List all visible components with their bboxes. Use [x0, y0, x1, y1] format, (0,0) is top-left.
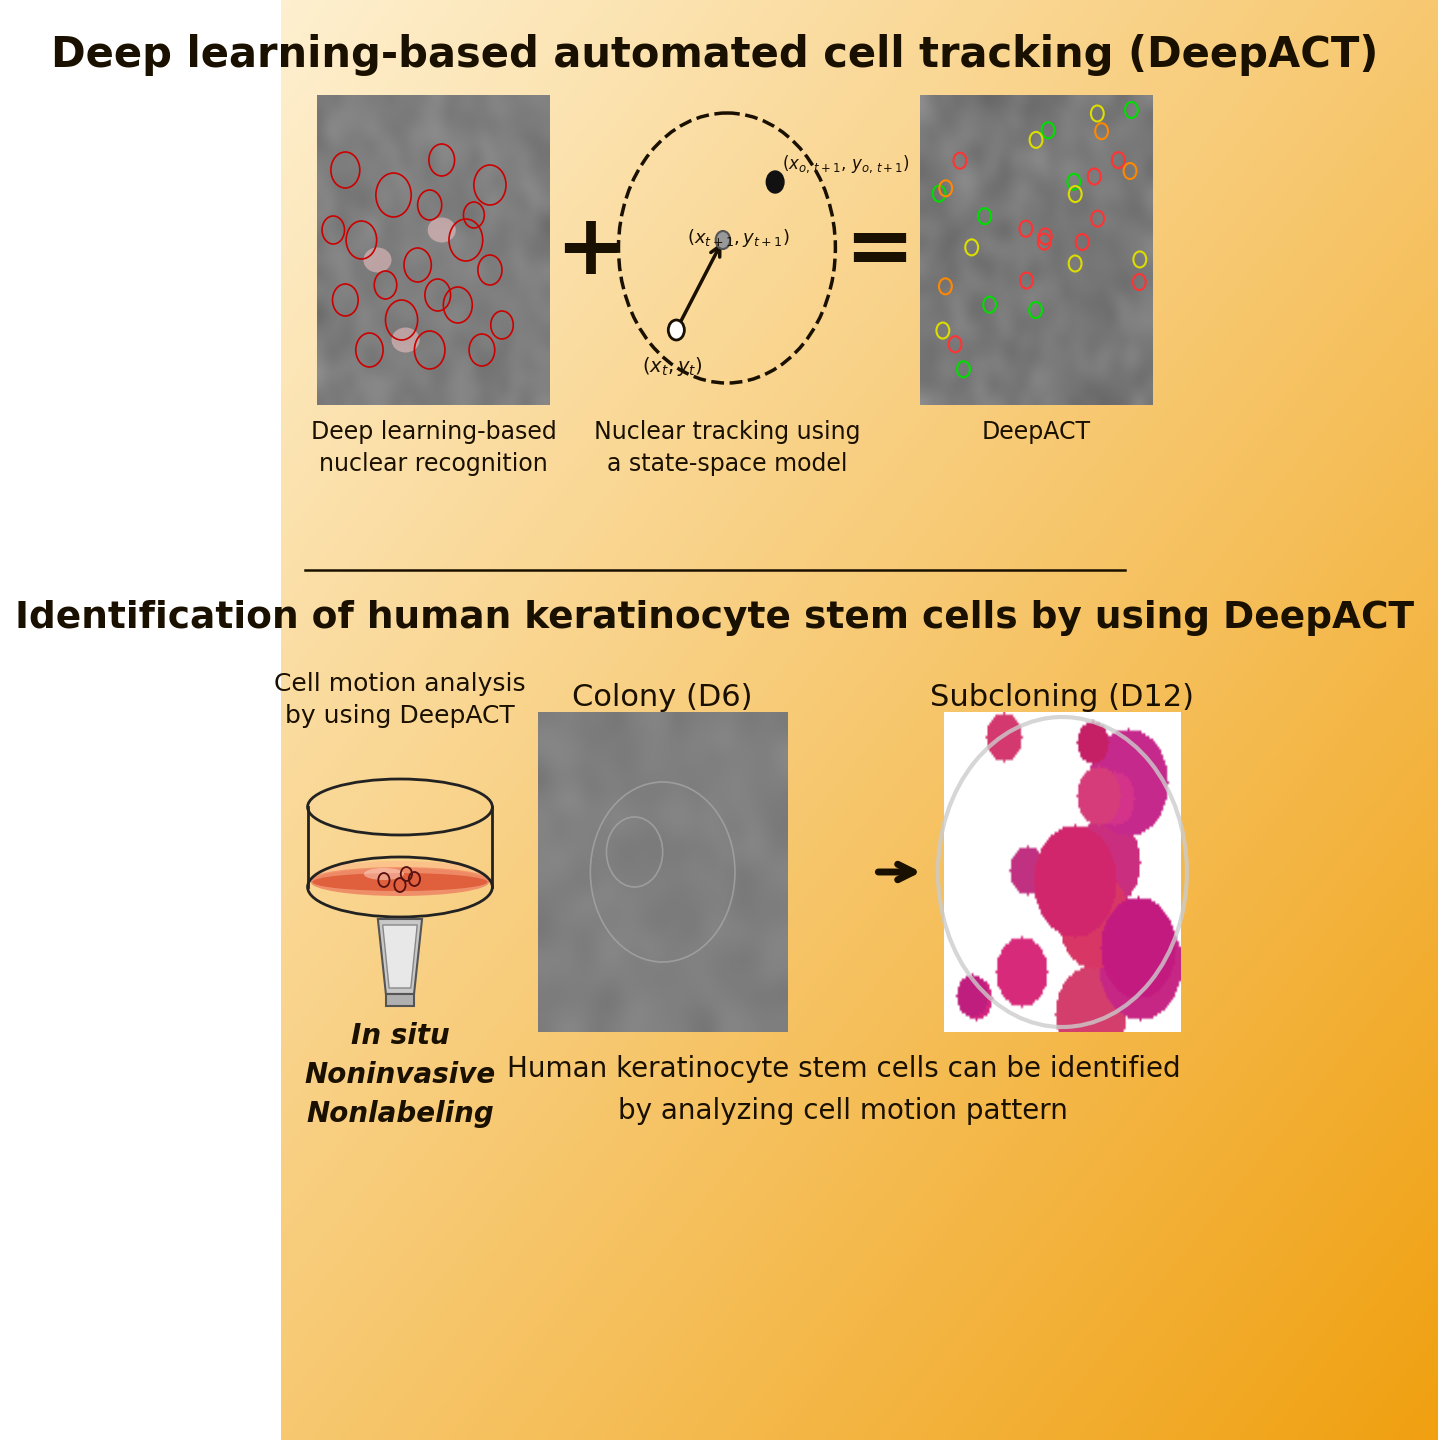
- Ellipse shape: [428, 217, 456, 242]
- Text: Human keratinocyte stem cells can be identified
by analyzing cell motion pattern: Human keratinocyte stem cells can be ide…: [507, 1056, 1181, 1125]
- Ellipse shape: [311, 868, 490, 896]
- Text: Deep learning-based automated cell tracking (DeepACT): Deep learning-based automated cell track…: [52, 35, 1378, 76]
- Polygon shape: [383, 924, 418, 988]
- Text: Colony (D6): Colony (D6): [573, 683, 753, 711]
- Ellipse shape: [312, 873, 488, 891]
- Text: Subcloning (D12): Subcloning (D12): [930, 683, 1194, 711]
- Bar: [943, 711, 1181, 1032]
- Ellipse shape: [363, 248, 392, 272]
- Text: $(x_{o,\, t+1},\, y_{o,\, t+1})$: $(x_{o,\, t+1},\, y_{o,\, t+1})$: [782, 153, 910, 174]
- Circle shape: [716, 230, 730, 249]
- Text: DeepACT: DeepACT: [982, 420, 1092, 444]
- Text: =: =: [845, 209, 914, 291]
- Circle shape: [668, 320, 684, 340]
- Ellipse shape: [392, 327, 419, 353]
- Text: Identification of human keratinocyte stem cells by using DeepACT: Identification of human keratinocyte ste…: [16, 600, 1414, 636]
- Bar: [920, 95, 1153, 405]
- Bar: [539, 711, 788, 1032]
- Text: In situ
Noninvasive
Nonlabeling: In situ Noninvasive Nonlabeling: [304, 1022, 495, 1128]
- Ellipse shape: [312, 867, 488, 891]
- Text: +: +: [556, 209, 625, 291]
- Circle shape: [766, 171, 783, 193]
- Ellipse shape: [364, 868, 405, 880]
- Text: Deep learning-based
nuclear recognition: Deep learning-based nuclear recognition: [311, 420, 557, 475]
- Bar: [386, 994, 415, 1007]
- Polygon shape: [377, 919, 422, 994]
- Bar: [317, 95, 550, 405]
- Text: Nuclear tracking using
a state-space model: Nuclear tracking using a state-space mod…: [593, 420, 860, 475]
- Text: Cell motion analysis
by using DeepACT: Cell motion analysis by using DeepACT: [274, 672, 526, 727]
- Text: $(x_{t+1}, y_{t+1})$: $(x_{t+1}, y_{t+1})$: [687, 228, 789, 249]
- Text: $(x_t, y_t)$: $(x_t, y_t)$: [642, 356, 703, 379]
- Ellipse shape: [312, 861, 488, 891]
